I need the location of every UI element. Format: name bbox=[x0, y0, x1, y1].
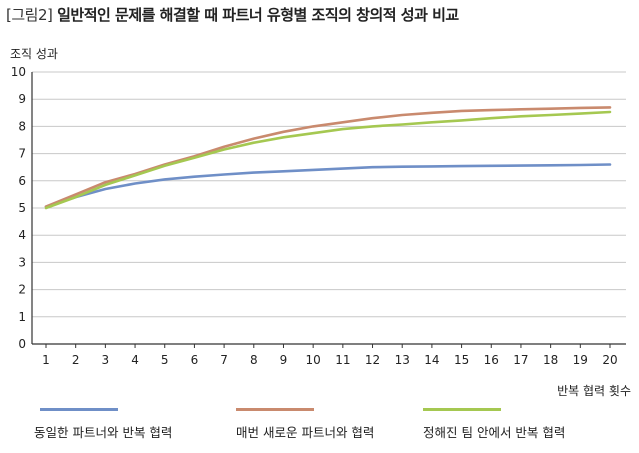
x-tick-label: 8 bbox=[250, 353, 258, 367]
x-tick-label: 5 bbox=[161, 353, 169, 367]
x-tick-label: 11 bbox=[335, 353, 350, 367]
series-line-2 bbox=[44, 106, 612, 208]
y-tick-label: 6 bbox=[18, 174, 26, 188]
chart-title: [그림2] 일반적인 문제를 해결할 때 파트너 유형별 조직의 창의적 성과 … bbox=[6, 4, 459, 25]
x-tick-label: 3 bbox=[102, 353, 110, 367]
y-tick-label: 7 bbox=[18, 147, 26, 161]
x-tick-label: 14 bbox=[424, 353, 439, 367]
series-line-1 bbox=[44, 163, 612, 208]
x-tick-label: 7 bbox=[220, 353, 228, 367]
x-tick-label: 10 bbox=[306, 353, 321, 367]
y-tick-label: 0 bbox=[18, 337, 26, 351]
x-tick-label: 20 bbox=[602, 353, 617, 367]
legend-swatch-fixed-team bbox=[423, 408, 501, 411]
y-tick-label: 5 bbox=[18, 201, 26, 215]
x-tick-label: 16 bbox=[484, 353, 499, 367]
x-tick-label: 17 bbox=[513, 353, 528, 367]
series-lines bbox=[44, 106, 612, 210]
figure-tag: [그림2] bbox=[6, 6, 53, 24]
legend-label-same-partner: 동일한 파트너와 반복 협력 bbox=[34, 425, 173, 440]
axes bbox=[31, 72, 626, 348]
x-axis-label: 반복 협력 횟수 bbox=[557, 384, 631, 398]
figure-title: 일반적인 문제를 해결할 때 파트너 유형별 조직의 창의적 성과 비교 bbox=[57, 6, 459, 24]
legend-label-fixed-team: 정해진 팀 안에서 반복 협력 bbox=[423, 425, 566, 440]
legend-swatch-same-partner bbox=[40, 408, 118, 411]
y-tick-label: 3 bbox=[18, 255, 26, 269]
x-tick-label: 9 bbox=[280, 353, 288, 367]
x-tick-label: 18 bbox=[543, 353, 558, 367]
y-tick-label: 1 bbox=[18, 310, 26, 324]
x-tick-label: 15 bbox=[454, 353, 469, 367]
x-tick-label: 2 bbox=[72, 353, 80, 367]
x-tick-label: 19 bbox=[573, 353, 588, 367]
y-axis-label: 조직 성과 bbox=[10, 47, 58, 61]
y-tick-labels: 0 1 2 3 4 5 6 7 8 9 10 bbox=[11, 65, 26, 351]
y-tick-label: 9 bbox=[18, 92, 26, 106]
legend: 동일한 파트너와 반복 협력 매번 새로운 파트너와 협력 정해진 팀 안에서 … bbox=[0, 400, 639, 450]
y-tick-label: 10 bbox=[11, 65, 26, 79]
x-tick-label: 1 bbox=[42, 353, 50, 367]
y-tick-label: 4 bbox=[18, 228, 26, 242]
series-line-3 bbox=[44, 110, 612, 210]
x-tick-labels: 1 2 3 4 5 6 7 8 9 10 11 12 13 14 15 16 17 18 19 20 bbox=[42, 353, 617, 367]
x-tick-label: 6 bbox=[191, 353, 199, 367]
legend-swatch-new-partner bbox=[236, 408, 314, 411]
legend-label-new-partner: 매번 새로운 파트너와 협력 bbox=[236, 425, 375, 440]
x-tick-label: 12 bbox=[365, 353, 380, 367]
x-tick-label: 4 bbox=[131, 353, 139, 367]
y-tick-label: 8 bbox=[18, 119, 26, 133]
grid-lines bbox=[32, 71, 626, 318]
x-tick-label: 13 bbox=[395, 353, 410, 367]
y-tick-label: 2 bbox=[18, 283, 26, 297]
